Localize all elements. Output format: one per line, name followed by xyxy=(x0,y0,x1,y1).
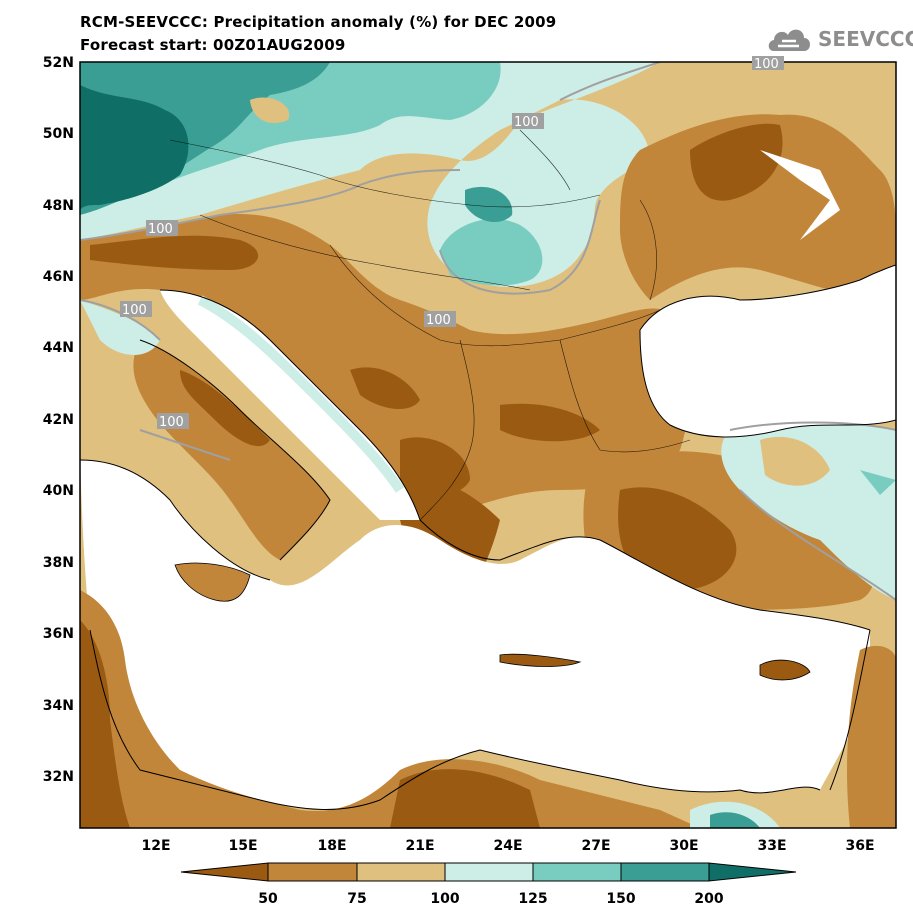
lat-label: 40N xyxy=(43,483,74,499)
lat-label: 44N xyxy=(43,340,74,356)
colorbar-tick-label: 75 xyxy=(347,891,366,907)
lon-label: 36E xyxy=(845,838,874,854)
contour-label: 100 xyxy=(148,222,173,237)
colorbar-swatch xyxy=(532,862,622,882)
colorbar-swatch xyxy=(180,862,269,882)
longitude-labels: 12E 15E 18E 21E 24E 27E 30E 33E 36E xyxy=(141,838,874,854)
anomaly-zone-50-75-balkans xyxy=(80,214,692,520)
map-field xyxy=(80,62,896,828)
lat-label: 48N xyxy=(43,198,74,214)
contour-label: 100 xyxy=(122,303,147,318)
anomaly-zone-200-plus-northwest xyxy=(80,85,189,210)
anomaly-zone-50-75-north-africa xyxy=(80,590,700,828)
lon-label: 18E xyxy=(317,838,346,854)
map-frame xyxy=(79,61,897,829)
colorbar-swatch xyxy=(267,862,358,882)
lat-label: 50N xyxy=(43,126,74,142)
lat-label: 42N xyxy=(43,412,74,428)
lon-label: 33E xyxy=(757,838,786,854)
sicily xyxy=(174,562,251,602)
cloud-logo-icon xyxy=(768,29,810,51)
coastlines xyxy=(80,264,896,810)
black-sea xyxy=(640,265,896,437)
colorbar-tick-label: 150 xyxy=(606,891,635,907)
colorbar-tick-label: 200 xyxy=(694,891,723,907)
colorbar-tick-label: 125 xyxy=(518,891,547,907)
lon-label: 24E xyxy=(493,838,522,854)
anomaly-zone-50-75-italy xyxy=(133,340,330,560)
lon-label: 12E xyxy=(141,838,170,854)
lon-label: 15E xyxy=(228,838,257,854)
colorbar-swatch xyxy=(620,862,710,882)
country-borders xyxy=(169,129,691,521)
contour-label: 100 xyxy=(514,115,539,130)
contour-label: 100 xyxy=(426,313,451,328)
latitude-labels: 52N 50N 48N 46N 44N 42N 40N 38N 36N 34N … xyxy=(43,55,74,785)
lon-label: 27E xyxy=(581,838,610,854)
anomaly-zone-50-75-ukraine xyxy=(620,114,896,300)
lat-label: 46N xyxy=(43,269,74,285)
anomaly-zone-125-150-pannonia xyxy=(440,219,543,286)
seevccc-logo: SEEVCCC xyxy=(766,22,913,56)
contour-label: 100 xyxy=(159,415,184,430)
colorbar-tick-label: 100 xyxy=(430,891,459,907)
lat-label: 38N xyxy=(43,555,74,571)
adriatic-sea xyxy=(160,290,420,520)
map-title: RCM-SEEVCCC: Precipitation anomaly (%) f… xyxy=(80,13,557,31)
colorbar: 50 75 100 125 150 200 xyxy=(180,862,797,907)
crete xyxy=(499,653,582,667)
contour-label: 100 xyxy=(754,57,779,72)
lat-label: 52N xyxy=(43,55,74,71)
mediterranean-sea xyxy=(80,460,870,810)
lon-label: 21E xyxy=(405,838,434,854)
colorbar-swatch xyxy=(356,862,446,882)
colorbar-tick-label: 50 xyxy=(258,891,278,907)
cyprus xyxy=(759,659,811,681)
lat-label: 32N xyxy=(43,769,74,785)
contour-labels: 100 100 100 100 100 100 xyxy=(120,56,784,430)
colorbar-swatch xyxy=(444,862,534,882)
lat-label: 34N xyxy=(43,698,74,714)
lat-label: 36N xyxy=(43,626,74,642)
logo-text: SEEVCCC xyxy=(818,27,913,51)
lon-label: 30E xyxy=(669,838,698,854)
colorbar-swatch xyxy=(708,862,797,882)
forecast-start-label: Forecast start: 00Z01AUG2009 xyxy=(80,36,346,54)
